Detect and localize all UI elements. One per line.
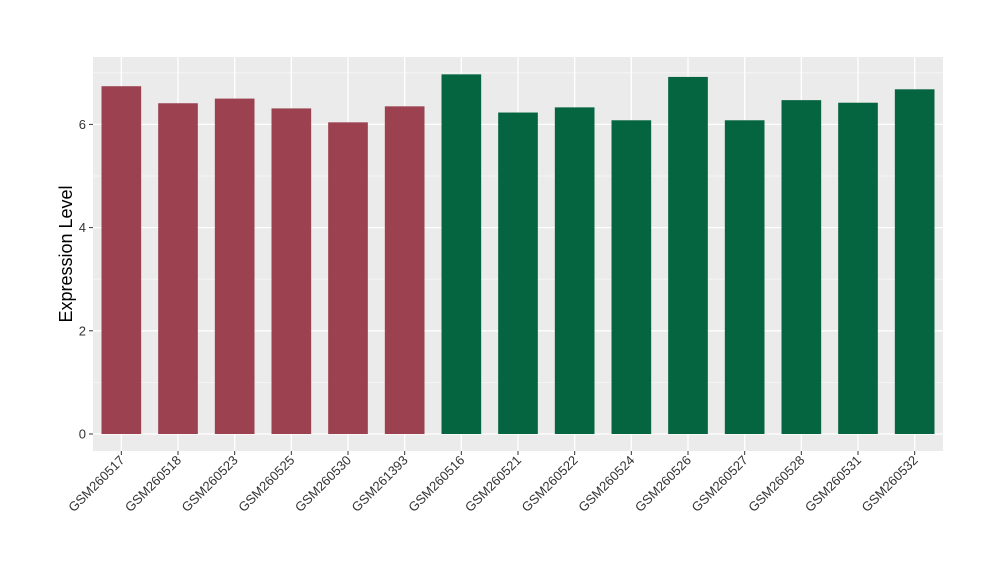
bar-GSM260523: [214, 98, 255, 434]
x-tick-label: GSM260532: [859, 453, 921, 515]
bar-GSM260521: [498, 112, 538, 435]
y-axis-title: Expression Level: [56, 185, 76, 322]
x-tick-label: GSM260523: [179, 453, 241, 515]
y-tick-label: 0: [79, 427, 86, 442]
bar-GSM260517: [101, 86, 142, 434]
bar-GSM260525: [271, 108, 312, 435]
x-axis: GSM260517GSM260518GSM260523GSM260525GSM2…: [65, 451, 921, 515]
x-tick-label: GSM260528: [745, 453, 807, 515]
x-tick-label: GSM260530: [292, 453, 354, 515]
y-tick-label: 6: [79, 117, 86, 132]
x-tick-label: GSM260524: [575, 453, 637, 515]
x-tick-label: GSM260518: [122, 453, 184, 515]
bar-GSM260524: [611, 120, 652, 434]
bar-GSM260527: [724, 120, 765, 434]
bar-GSM260530: [328, 122, 368, 434]
bar-GSM260518: [158, 103, 198, 434]
x-tick-label: GSM260526: [632, 453, 694, 515]
bar-GSM260532: [894, 89, 935, 434]
x-tick-label: GSM261393: [349, 453, 411, 515]
x-tick-label: GSM260517: [65, 453, 127, 515]
x-tick-label: GSM260522: [519, 453, 581, 515]
bar-GSM260522: [554, 107, 595, 434]
y-axis: 0 2 4 6: [79, 117, 93, 442]
x-tick-label: GSM260521: [462, 453, 524, 515]
bar-GSM260516: [441, 74, 482, 435]
x-tick-label: GSM260527: [689, 453, 751, 515]
y-tick-label: 4: [79, 220, 86, 235]
x-tick-label: GSM260525: [235, 453, 297, 515]
bar-GSM260528: [781, 100, 822, 434]
bars: [101, 74, 935, 435]
bar-GSM260526: [668, 76, 708, 434]
y-tick-label: 2: [79, 323, 86, 338]
bar-GSM260531: [838, 102, 878, 434]
bar-GSM261393: [384, 106, 425, 434]
x-tick-label: GSM260516: [405, 453, 467, 515]
x-tick-label: GSM260531: [802, 453, 864, 515]
